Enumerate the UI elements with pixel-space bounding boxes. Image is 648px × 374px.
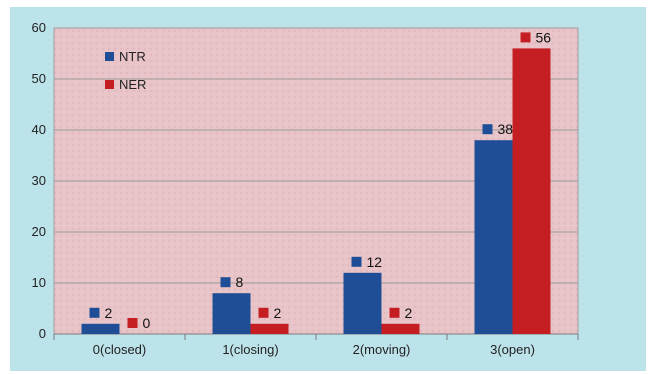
data-label: 2 bbox=[105, 305, 113, 321]
data-label: 12 bbox=[367, 254, 383, 270]
data-label-marker bbox=[482, 124, 493, 135]
data-label: 56 bbox=[536, 29, 552, 45]
data-label: 8 bbox=[236, 274, 244, 290]
data-label: 2 bbox=[405, 305, 413, 321]
y-tick-label: 10 bbox=[32, 275, 46, 290]
legend-swatch-ner bbox=[105, 80, 114, 89]
data-label-marker bbox=[127, 318, 138, 328]
x-tick-label: 1(closing) bbox=[222, 342, 278, 357]
legend: NTR NER bbox=[105, 49, 146, 92]
data-label-marker bbox=[351, 256, 362, 267]
bars bbox=[81, 48, 551, 335]
data-label-marker bbox=[389, 307, 400, 318]
legend-swatch-ntr bbox=[105, 52, 114, 61]
data-label-marker bbox=[520, 32, 531, 43]
y-tick-label: 30 bbox=[32, 173, 46, 188]
legend-label-ntr: NTR bbox=[119, 49, 146, 64]
x-tick-label: 2(moving) bbox=[353, 342, 411, 357]
bar-ner bbox=[250, 323, 289, 334]
x-tick-label: 3(open) bbox=[490, 342, 535, 357]
y-tick-label: 20 bbox=[32, 224, 46, 239]
legend-label-ner: NER bbox=[119, 77, 146, 92]
bar-ner bbox=[381, 323, 420, 334]
y-axis: 0 10 20 30 40 50 60 bbox=[32, 20, 46, 341]
data-label: 0 bbox=[143, 315, 151, 331]
bar-ntr bbox=[474, 140, 513, 334]
data-label-marker bbox=[258, 307, 269, 318]
bar-ntr bbox=[81, 323, 120, 334]
y-tick-label: 0 bbox=[39, 326, 46, 341]
bar-ntr bbox=[212, 293, 251, 334]
x-tick-label: 0(closed) bbox=[93, 342, 146, 357]
bar-ner bbox=[512, 48, 551, 335]
data-label-marker bbox=[89, 307, 100, 318]
y-tick-label: 40 bbox=[32, 122, 46, 137]
y-tick-label: 60 bbox=[32, 20, 46, 35]
data-label: 2 bbox=[274, 305, 282, 321]
data-label-marker bbox=[220, 277, 231, 288]
x-axis: 0(closed) 1(closing) 2(moving) 3(open) bbox=[53, 333, 579, 357]
bar-ntr bbox=[343, 272, 382, 334]
data-label: 38 bbox=[498, 121, 514, 137]
data-labels: 2 0 8 2 12 2 38 56 bbox=[89, 29, 552, 331]
y-tick-label: 50 bbox=[32, 71, 46, 86]
